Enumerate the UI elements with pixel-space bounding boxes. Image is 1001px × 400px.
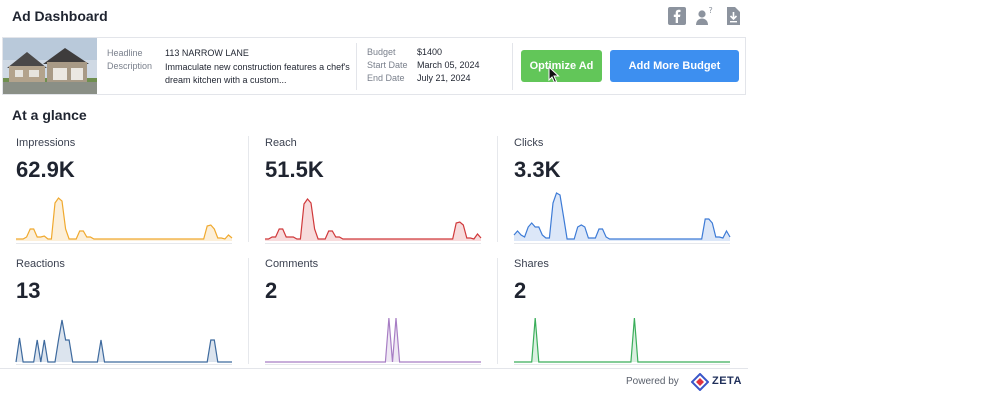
metric-card-comments: Comments 2 xyxy=(265,258,481,376)
description-label: Description xyxy=(107,61,153,71)
metric-value: 2 xyxy=(265,278,278,303)
footer-divider xyxy=(0,368,748,369)
sparkline-area xyxy=(16,198,232,241)
mouse-cursor-icon xyxy=(548,66,560,84)
metric-label: Shares xyxy=(514,258,549,270)
section-title: At a glance xyxy=(12,107,87,123)
divider xyxy=(497,258,498,364)
divider xyxy=(497,136,498,242)
sparkline-area xyxy=(514,318,730,362)
metric-card-reach: Reach 51.5K xyxy=(265,137,482,255)
sparkline-area xyxy=(265,318,481,362)
end-date-label: End Date xyxy=(367,73,405,83)
sparkline-line xyxy=(265,198,482,240)
svg-text:?: ? xyxy=(709,6,713,15)
dashboard-header: Ad Dashboard ? xyxy=(0,0,748,34)
metric-value: 2 xyxy=(514,278,527,303)
baseline xyxy=(514,243,730,244)
metric-value: 3.3K xyxy=(514,157,561,182)
divider xyxy=(512,43,513,90)
headline-value: 113 NARROW LANE xyxy=(165,48,249,58)
facebook-icon[interactable] xyxy=(667,6,687,26)
metric-value: 13 xyxy=(16,278,41,303)
metric-card-shares: Shares 2 xyxy=(514,258,730,376)
sparkline-area xyxy=(265,199,481,241)
optimize-ad-button[interactable]: Optimize Ad xyxy=(521,50,602,82)
baseline xyxy=(265,364,481,365)
budget-label: Budget xyxy=(367,47,396,57)
sparkline-area xyxy=(16,320,232,362)
end-date-value: July 21, 2024 xyxy=(417,73,471,83)
sparkline-line xyxy=(265,317,481,363)
add-budget-button[interactable]: Add More Budget xyxy=(610,50,739,82)
sparkline-area xyxy=(514,193,730,241)
metric-value: 51.5K xyxy=(265,157,324,182)
baseline xyxy=(265,243,481,244)
divider xyxy=(248,136,249,242)
zeta-logo-icon xyxy=(691,373,709,391)
sparkline-svg xyxy=(16,197,233,241)
sparkline xyxy=(513,191,731,241)
budget-value: $1400 xyxy=(417,47,443,57)
sparkline-svg xyxy=(514,317,730,363)
sparkline-line xyxy=(513,192,731,240)
metric-label: Impressions xyxy=(16,137,76,149)
divider xyxy=(248,258,249,364)
app-title: Ad Dashboard xyxy=(12,8,108,24)
listing-photo xyxy=(3,38,97,94)
download-icon[interactable] xyxy=(723,6,743,26)
zeta-brand: ZETA xyxy=(712,375,742,387)
divider xyxy=(356,43,357,90)
baseline xyxy=(16,364,232,365)
powered-by-text: Powered by xyxy=(626,376,679,387)
baseline xyxy=(514,364,730,365)
sparkline xyxy=(265,312,481,363)
sparkline-svg xyxy=(265,198,482,241)
metric-label: Comments xyxy=(265,258,319,270)
metric-value: 62.9K xyxy=(16,157,75,182)
sparkline xyxy=(514,312,730,363)
sparkline-line xyxy=(15,319,232,363)
sparkline-line xyxy=(16,197,233,240)
sparkline-svg xyxy=(265,317,481,363)
sparkline xyxy=(16,191,233,241)
baseline xyxy=(16,243,232,244)
headline-label: Headline xyxy=(107,48,143,58)
metric-label: Reach xyxy=(265,137,297,149)
user-help-icon[interactable]: ? xyxy=(694,6,714,26)
metric-card-reactions: Reactions 13 xyxy=(15,258,232,376)
metric-card-impressions: Impressions 62.9K xyxy=(16,137,233,255)
metric-label: Reactions xyxy=(16,258,65,270)
metric-card-clicks: Clicks 3.3K xyxy=(513,137,731,255)
start-date-label: Start Date xyxy=(367,60,408,70)
metric-label: Clicks xyxy=(514,137,544,149)
sparkline xyxy=(15,312,232,363)
sparkline-svg xyxy=(513,192,731,241)
start-date-value: March 05, 2024 xyxy=(417,60,480,70)
description-value: Immaculate new construction features a c… xyxy=(165,62,350,85)
sparkline xyxy=(265,191,482,241)
sparkline-line xyxy=(514,317,730,363)
ad-summary-bar: Headline 113 NARROW LANE Description Imm… xyxy=(2,37,746,95)
sparkline-svg xyxy=(15,319,232,363)
